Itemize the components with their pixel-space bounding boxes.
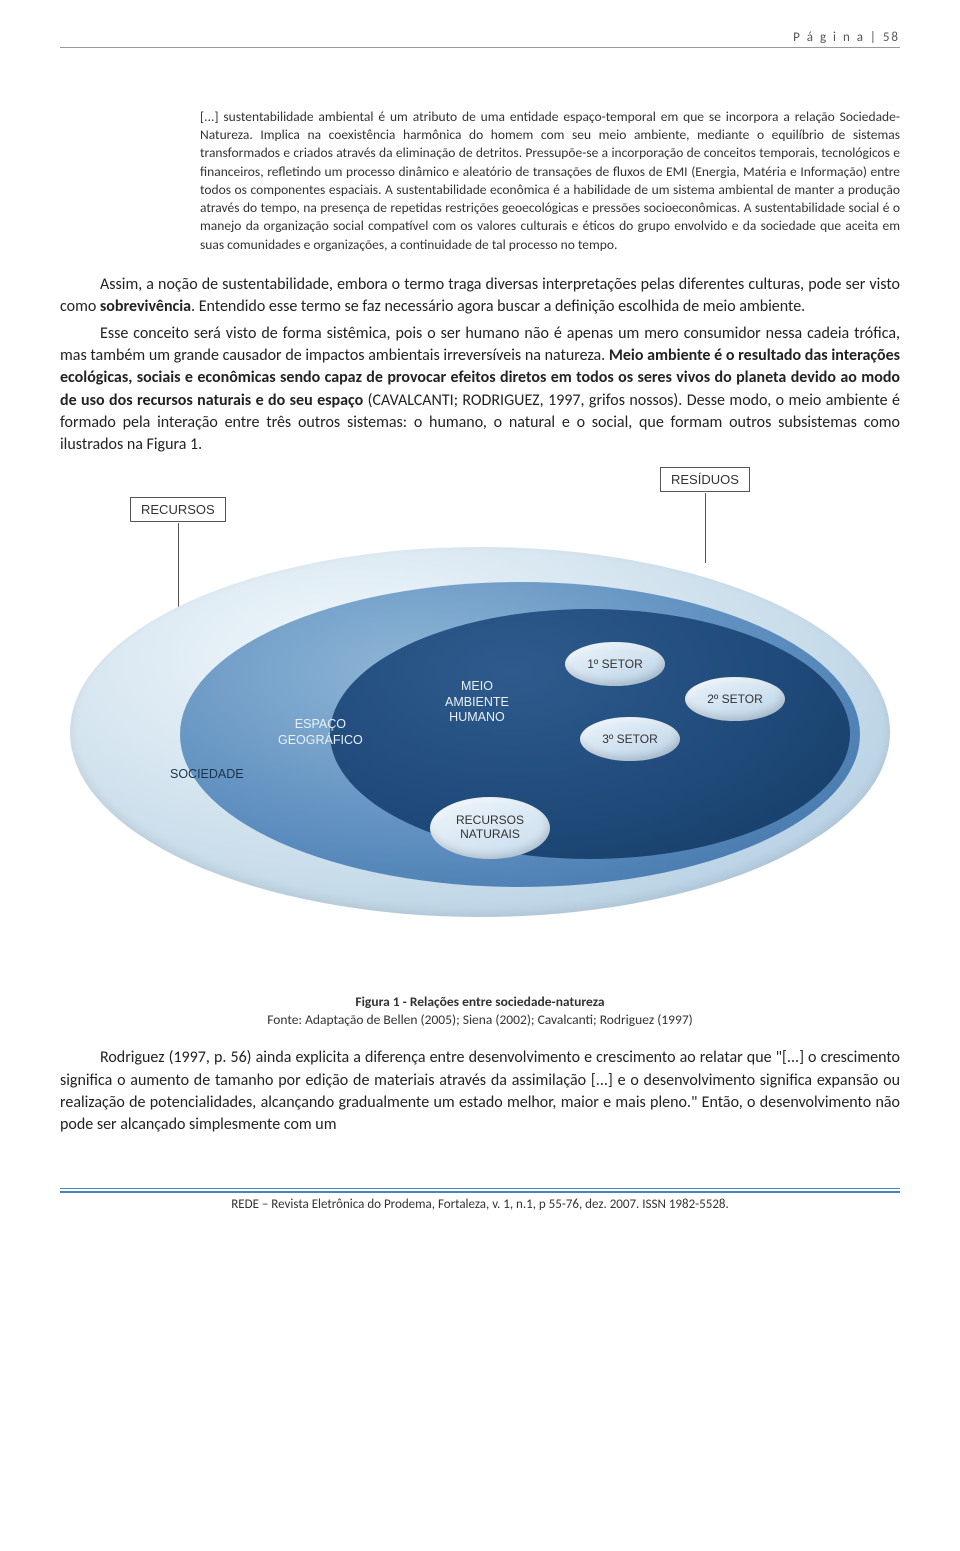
diagram-figure-1: RECURSOS RESÍDUOS SOCIEDADE ESPAÇO GEOGR… xyxy=(60,467,900,987)
label-meio-ambiente-humano: MEIO AMBIENTE HUMANO xyxy=(445,679,509,726)
page-footer: REDE – Revista Eletrônica do Prodema, Fo… xyxy=(60,1191,900,1212)
bubble-recursos-naturais: RECURSOS NATURAIS xyxy=(430,797,550,859)
paragraph-2: Esse conceito será visto de forma sistêm… xyxy=(60,323,900,457)
bubble-setor-2: 2º SETOR xyxy=(685,677,785,721)
callout-line-residuos xyxy=(705,493,706,563)
bubble-setor-3: 3º SETOR xyxy=(580,717,680,761)
block-quote: [...] sustentabilidade ambiental é um at… xyxy=(200,108,900,254)
label-espaco-geografico: ESPAÇO GEOGRÁFICO xyxy=(278,717,363,748)
page-number: P á g i n a | 58 xyxy=(793,30,900,45)
label-sociedade: SOCIEDADE xyxy=(170,767,244,783)
callout-residuos: RESÍDUOS xyxy=(660,467,750,492)
bubble-setor-1: 1º SETOR xyxy=(565,642,665,686)
page-header: P á g i n a | 58 xyxy=(60,30,900,48)
callout-recursos: RECURSOS xyxy=(130,497,226,522)
figure-caption: Figura 1 - Relações entre sociedade-natu… xyxy=(60,993,900,1029)
paragraph-1: Assim, a noção de sustentabilidade, embo… xyxy=(60,274,900,319)
paragraph-3: Rodriguez (1997, p. 56) ainda explicita … xyxy=(60,1047,900,1137)
